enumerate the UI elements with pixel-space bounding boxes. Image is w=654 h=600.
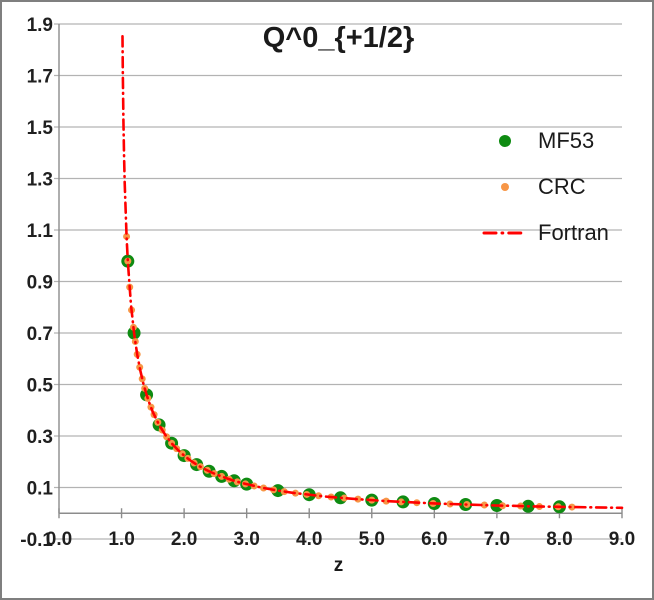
x-tick-label: 0.0 xyxy=(46,529,72,550)
x-tick-label: 7.0 xyxy=(484,529,510,550)
legend-item-mf53[interactable]: MF53 xyxy=(472,118,609,164)
x-tick-label: 2.0 xyxy=(171,529,197,550)
crc-point xyxy=(568,503,576,511)
tick-labels: 1.9 1.7 1.5 1.3 1.1 0.9 0.7 0.5 0.3 0.1 -0.10.0 1.0… xyxy=(20,15,635,551)
chart-title[interactable]: Q^0_{+1/2} xyxy=(262,22,415,54)
crc-point xyxy=(397,498,405,506)
x-tick-label: 8.0 xyxy=(546,529,572,550)
y-tick-label: 1.3 xyxy=(27,170,53,191)
y-tick-label: 0.5 xyxy=(27,376,54,397)
x-tick-label: 9.0 xyxy=(609,529,635,550)
x-tick-label: 5.0 xyxy=(359,529,385,550)
x-tick-label: 4.0 xyxy=(296,529,322,550)
y-tick-label: 0.1 xyxy=(27,479,54,500)
crc-dots xyxy=(123,232,576,511)
mf53-marker-icon xyxy=(472,135,538,147)
y-tick-label: 1.9 xyxy=(27,15,53,36)
fortran-line xyxy=(121,35,624,510)
y-tick-label: 1.5 xyxy=(27,118,54,139)
legend-item-fortran[interactable]: Fortran xyxy=(472,210,609,256)
y-tick-label: 0.7 xyxy=(27,324,53,345)
crc-point xyxy=(382,497,390,505)
y-tick-label: 1.7 xyxy=(27,67,53,88)
x-axis-title: z xyxy=(333,555,344,576)
crc-point xyxy=(315,492,323,500)
gridlines xyxy=(54,23,622,540)
fortran-line-icon xyxy=(472,228,538,238)
legend-label: MF53 xyxy=(538,128,595,153)
axes xyxy=(58,24,623,519)
crc-point xyxy=(123,232,131,240)
legend-label: CRC xyxy=(538,174,586,199)
crc-marker-icon xyxy=(472,183,538,191)
legend-item-crc[interactable]: CRC xyxy=(472,164,609,210)
y-tick-label: -0.1 xyxy=(20,530,53,551)
y-tick-label: 0.3 xyxy=(27,427,53,448)
x-tick-label: 3.0 xyxy=(233,529,259,550)
x-tick-label: 6.0 xyxy=(421,529,447,550)
y-tick-label: 0.9 xyxy=(27,273,53,294)
legend[interactable]: MF53 CRC Fortran xyxy=(472,118,609,256)
crc-point xyxy=(340,494,348,502)
crc-point xyxy=(480,501,488,509)
y-tick-label: 1.1 xyxy=(27,221,54,242)
legend-label: Fortran xyxy=(538,220,609,245)
x-tick-label: 1.0 xyxy=(108,529,134,550)
